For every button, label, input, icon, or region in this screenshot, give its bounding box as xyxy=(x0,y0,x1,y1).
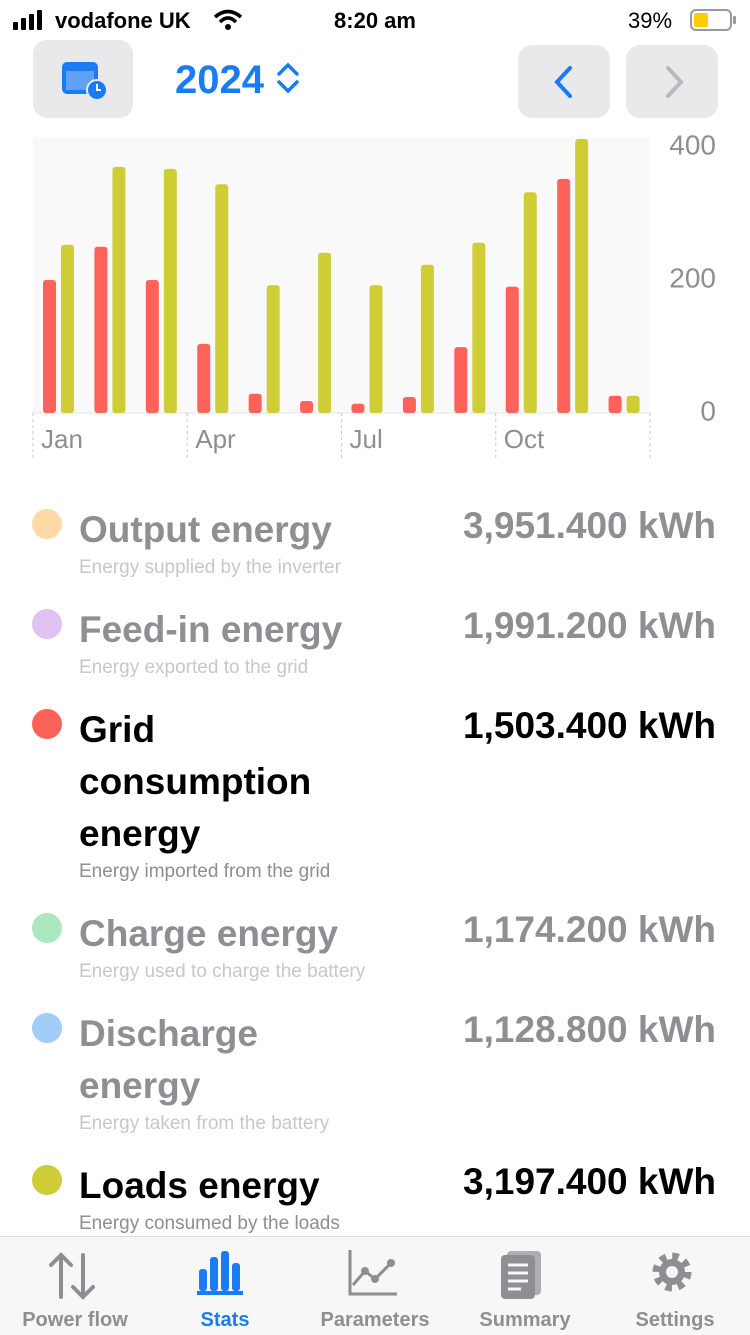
stat-name: Charge energy xyxy=(79,913,339,954)
stat-name: Grid consumption energy xyxy=(79,709,312,854)
tab-label: Summary xyxy=(479,1309,571,1331)
bar xyxy=(43,279,56,413)
stat-item[interactable]: Loads energy Energy consumed by the loads… xyxy=(0,1160,750,1236)
x-tick-label: Oct xyxy=(504,424,545,454)
tab-label: Power flow xyxy=(22,1309,128,1331)
stat-item[interactable]: Charge energy Energy used to charge the b… xyxy=(0,908,750,984)
bar xyxy=(300,401,314,413)
tab-bar: Power flow Stats Parameters Summary Settings xyxy=(0,1236,750,1335)
previous-button[interactable] xyxy=(518,45,610,118)
bar xyxy=(505,286,519,413)
chevron-right xyxy=(666,66,684,98)
wifi-icon xyxy=(213,9,243,30)
bar xyxy=(523,192,537,413)
x-tick-label: Apr xyxy=(195,424,236,454)
bar xyxy=(472,242,486,413)
battery-icon xyxy=(690,9,736,31)
stat-item[interactable]: Output energy Energy supplied by the inve… xyxy=(0,508,750,580)
stat-item[interactable]: Feed-in energy Energy exported to the gri… xyxy=(0,604,750,680)
stat-value: 1,503.400 kWh xyxy=(463,705,716,746)
chevron-left xyxy=(554,66,572,98)
tab-icon xyxy=(348,1250,397,1296)
stat-item[interactable]: Grid consumption energy Energy imported f… xyxy=(0,704,750,884)
series-dot xyxy=(32,509,62,539)
stats-list: Output energy Energy supplied by the inve… xyxy=(0,508,750,1236)
signal-icon xyxy=(13,10,42,30)
bar xyxy=(318,252,332,413)
stat-description: Energy exported to the grid xyxy=(79,657,309,678)
tab-icon xyxy=(49,1252,95,1300)
plot-area xyxy=(33,137,650,413)
bar xyxy=(266,285,280,413)
bar xyxy=(351,403,365,413)
tab-icon xyxy=(501,1251,541,1299)
bar xyxy=(61,244,74,413)
tab-label: Stats xyxy=(200,1309,250,1331)
series-dot xyxy=(32,709,62,739)
calendar-button[interactable] xyxy=(33,40,133,118)
stat-description: Energy used to charge the battery xyxy=(79,961,366,982)
year-chevrons xyxy=(277,62,299,94)
carrier: vodafone UK xyxy=(55,8,191,33)
bar xyxy=(215,184,229,413)
bar xyxy=(197,343,211,413)
x-tick-label: Jul xyxy=(350,424,383,454)
tab-icon xyxy=(652,1252,692,1292)
battery-level: 39% xyxy=(628,8,673,33)
bar xyxy=(402,397,416,413)
tab-label: Parameters xyxy=(320,1309,430,1331)
year-picker[interactable]: 2024 xyxy=(175,58,301,103)
y-tick-label: 0 xyxy=(700,395,716,426)
stat-name: Output energy xyxy=(79,509,332,550)
series-dot xyxy=(32,1013,62,1043)
stat-item[interactable]: Discharge energy Energy taken from the ba… xyxy=(0,1008,750,1136)
stat-name: Loads energy xyxy=(79,1165,320,1206)
stat-name: Feed-in energy xyxy=(79,609,343,650)
x-tick-label: Jan xyxy=(41,424,83,454)
series-dot xyxy=(32,1165,62,1195)
stat-name: Discharge energy xyxy=(79,1013,258,1106)
tab-icon xyxy=(197,1251,243,1295)
tab[interactable]: Stats xyxy=(150,1237,300,1335)
bar xyxy=(557,178,571,413)
tab-label: Settings xyxy=(635,1309,715,1331)
stat-description: Energy supplied by the inverter xyxy=(79,557,341,578)
bar xyxy=(626,395,640,413)
bar xyxy=(369,285,383,413)
tab[interactable]: Parameters xyxy=(300,1237,450,1335)
bar xyxy=(454,347,468,413)
stat-value: 3,197.400 kWh xyxy=(463,1161,716,1202)
bar xyxy=(608,395,622,413)
stat-description: Energy taken from the battery xyxy=(79,1113,330,1134)
chart: 0 200 400 Jan Apr Jul Oct xyxy=(32,129,716,458)
bar xyxy=(420,264,434,413)
stat-description: Energy imported from the grid xyxy=(79,861,331,882)
clock: 8:20 am xyxy=(334,8,416,33)
series-dot xyxy=(32,913,62,943)
tab[interactable]: Power flow xyxy=(0,1237,150,1335)
bar xyxy=(112,166,126,413)
status-bar: vodafone UK 8:20 am 39% xyxy=(0,0,750,40)
tab[interactable]: Summary xyxy=(450,1237,600,1335)
stat-value: 1,174.200 kWh xyxy=(463,909,716,950)
y-tick-label: 200 xyxy=(669,262,716,293)
y-tick-label: 400 xyxy=(669,129,716,160)
calendar-icon xyxy=(62,62,107,101)
stat-value: 3,951.400 kWh xyxy=(463,508,716,546)
stat-value: 1,128.800 kWh xyxy=(463,1009,716,1050)
bar xyxy=(145,279,159,413)
bar xyxy=(94,246,108,413)
stat-description: Energy consumed by the loads xyxy=(79,1213,340,1234)
bar xyxy=(248,393,262,413)
stat-value: 1,991.200 kWh xyxy=(463,605,716,646)
year: 2024 xyxy=(175,58,264,102)
bar xyxy=(575,138,589,413)
bar xyxy=(163,168,177,413)
next-button[interactable] xyxy=(626,45,718,118)
series-dot xyxy=(32,609,62,639)
tab[interactable]: Settings xyxy=(600,1237,750,1335)
